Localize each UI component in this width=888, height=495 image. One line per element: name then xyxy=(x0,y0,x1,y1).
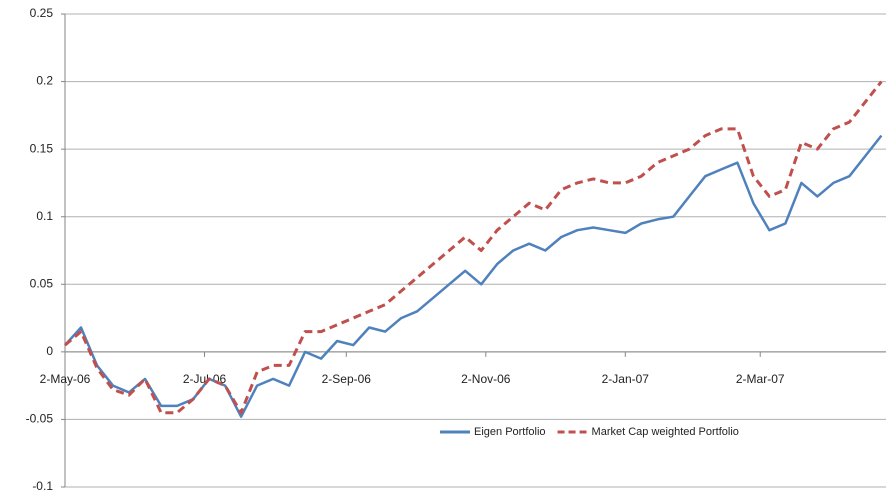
x-tick-label: 2-Jan-07 xyxy=(602,372,650,386)
series-line xyxy=(64,80,883,415)
y-tick-label: 0.05 xyxy=(30,276,54,290)
y-tick-label: 0.2 xyxy=(36,74,53,88)
y-tick-label: 0 xyxy=(46,344,53,358)
legend-label: Eigen Portfolio xyxy=(474,426,546,438)
y-tick-label: -0.05 xyxy=(26,412,54,426)
x-tick-label: 2-May-06 xyxy=(40,372,91,386)
y-tick-label: 0.15 xyxy=(30,141,54,155)
y-tick-label: -0.1 xyxy=(32,479,53,493)
legend-label: Market Cap weighted Portfolio xyxy=(592,426,739,438)
x-tick-label: 2-Nov-06 xyxy=(461,372,511,386)
y-tick-label: 0.1 xyxy=(36,209,53,223)
x-tick-label: 2-Sep-06 xyxy=(322,372,372,386)
x-tick-label: 2-Mar-07 xyxy=(736,372,785,386)
y-tick-label: 0.25 xyxy=(30,6,54,20)
